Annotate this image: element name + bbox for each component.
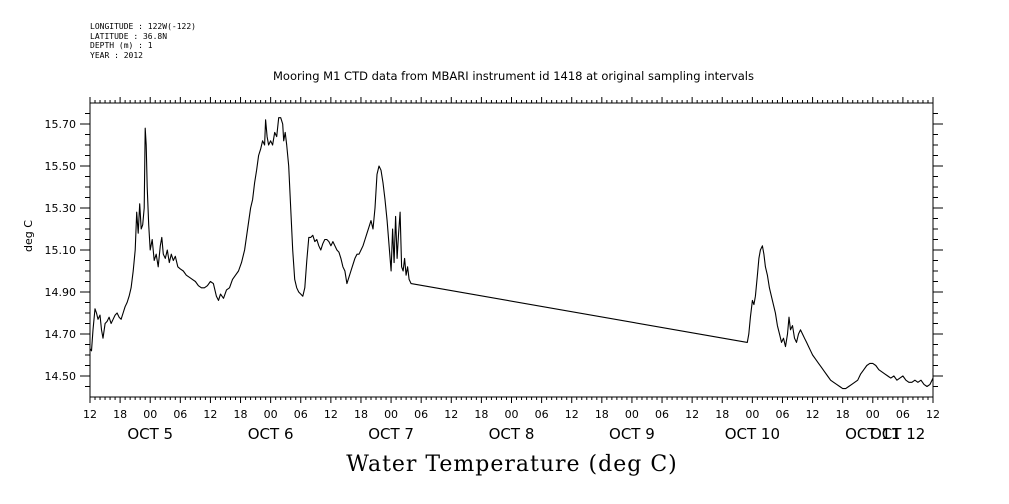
x-hour-label: 18 xyxy=(113,408,127,421)
y-tick-label: 15.50 xyxy=(45,160,77,173)
x-hour-label: 18 xyxy=(715,408,729,421)
x-hour-label: 12 xyxy=(926,408,940,421)
y-tick-label: 14.50 xyxy=(45,370,77,383)
x-hour-label: 06 xyxy=(775,408,789,421)
y-tick-label: 14.70 xyxy=(45,328,77,341)
x-day-label: OCT 10 xyxy=(725,425,780,443)
x-hour-label: 12 xyxy=(806,408,820,421)
y-tick-label: 15.10 xyxy=(45,244,77,257)
x-hour-label: 12 xyxy=(203,408,217,421)
x-hour-label: 00 xyxy=(745,408,759,421)
x-hour-label: 18 xyxy=(595,408,609,421)
x-day-label: OCT 12 xyxy=(870,425,925,443)
x-hour-label: 18 xyxy=(474,408,488,421)
data-series xyxy=(89,117,934,390)
chart-title: Mooring M1 CTD data from MBARI instrumen… xyxy=(273,69,754,83)
x-hour-label: 00 xyxy=(264,408,278,421)
x-hour-label: 00 xyxy=(384,408,398,421)
x-hour-label: 00 xyxy=(505,408,519,421)
x-hour-label: 12 xyxy=(444,408,458,421)
x-day-label: OCT 7 xyxy=(368,425,414,443)
year-text: YEAR : 2012 xyxy=(90,50,143,60)
axis-ticks xyxy=(80,97,943,403)
x-hour-label: 00 xyxy=(625,408,639,421)
depth-text: DEPTH (m) : 1 xyxy=(90,41,153,50)
x-day-label: OCT 6 xyxy=(248,425,294,443)
x-hour-label: 12 xyxy=(685,408,699,421)
x-hour-label: 06 xyxy=(173,408,187,421)
x-day-label: OCT 8 xyxy=(489,425,535,443)
x-hour-label: 18 xyxy=(836,408,850,421)
bottom-title: Water Temperature (deg C) xyxy=(346,452,678,477)
x-hour-label: 18 xyxy=(354,408,368,421)
y-tick-label: 15.30 xyxy=(45,202,77,215)
x-hour-label: 06 xyxy=(294,408,308,421)
x-hour-label: 00 xyxy=(143,408,157,421)
x-day-label: OCT 9 xyxy=(609,425,655,443)
x-hour-label: 06 xyxy=(655,408,669,421)
x-hour-label: 06 xyxy=(535,408,549,421)
x-hour-label: 00 xyxy=(866,408,880,421)
plot-frame xyxy=(89,102,934,398)
x-hour-label: 06 xyxy=(896,408,910,421)
x-hour-label: 12 xyxy=(565,408,579,421)
temperature-line xyxy=(89,117,934,390)
x-hour-label: 12 xyxy=(324,408,338,421)
x-hour-label: 12 xyxy=(83,408,97,421)
metadata-block: LONGITUDE : 122W(-122) LATITUDE : 36.8N … xyxy=(90,22,196,60)
latitude-text: LATITUDE : 36.8N xyxy=(90,31,168,41)
y-tick-label: 15.70 xyxy=(45,118,77,131)
x-day-label: OCT 5 xyxy=(127,425,173,443)
y-tick-label: 14.90 xyxy=(45,286,77,299)
longitude-text: LONGITUDE : 122W(-122) xyxy=(90,22,196,31)
axis-tick-labels: 12 18 00 06 12 18 00 06 12 18 00 06 12 18 00 06 12 18 00 06… xyxy=(45,118,941,443)
x-hour-label: 18 xyxy=(234,408,248,421)
x-hour-label: 06 xyxy=(414,408,428,421)
x-day-label: OCT 11 xyxy=(845,425,900,443)
